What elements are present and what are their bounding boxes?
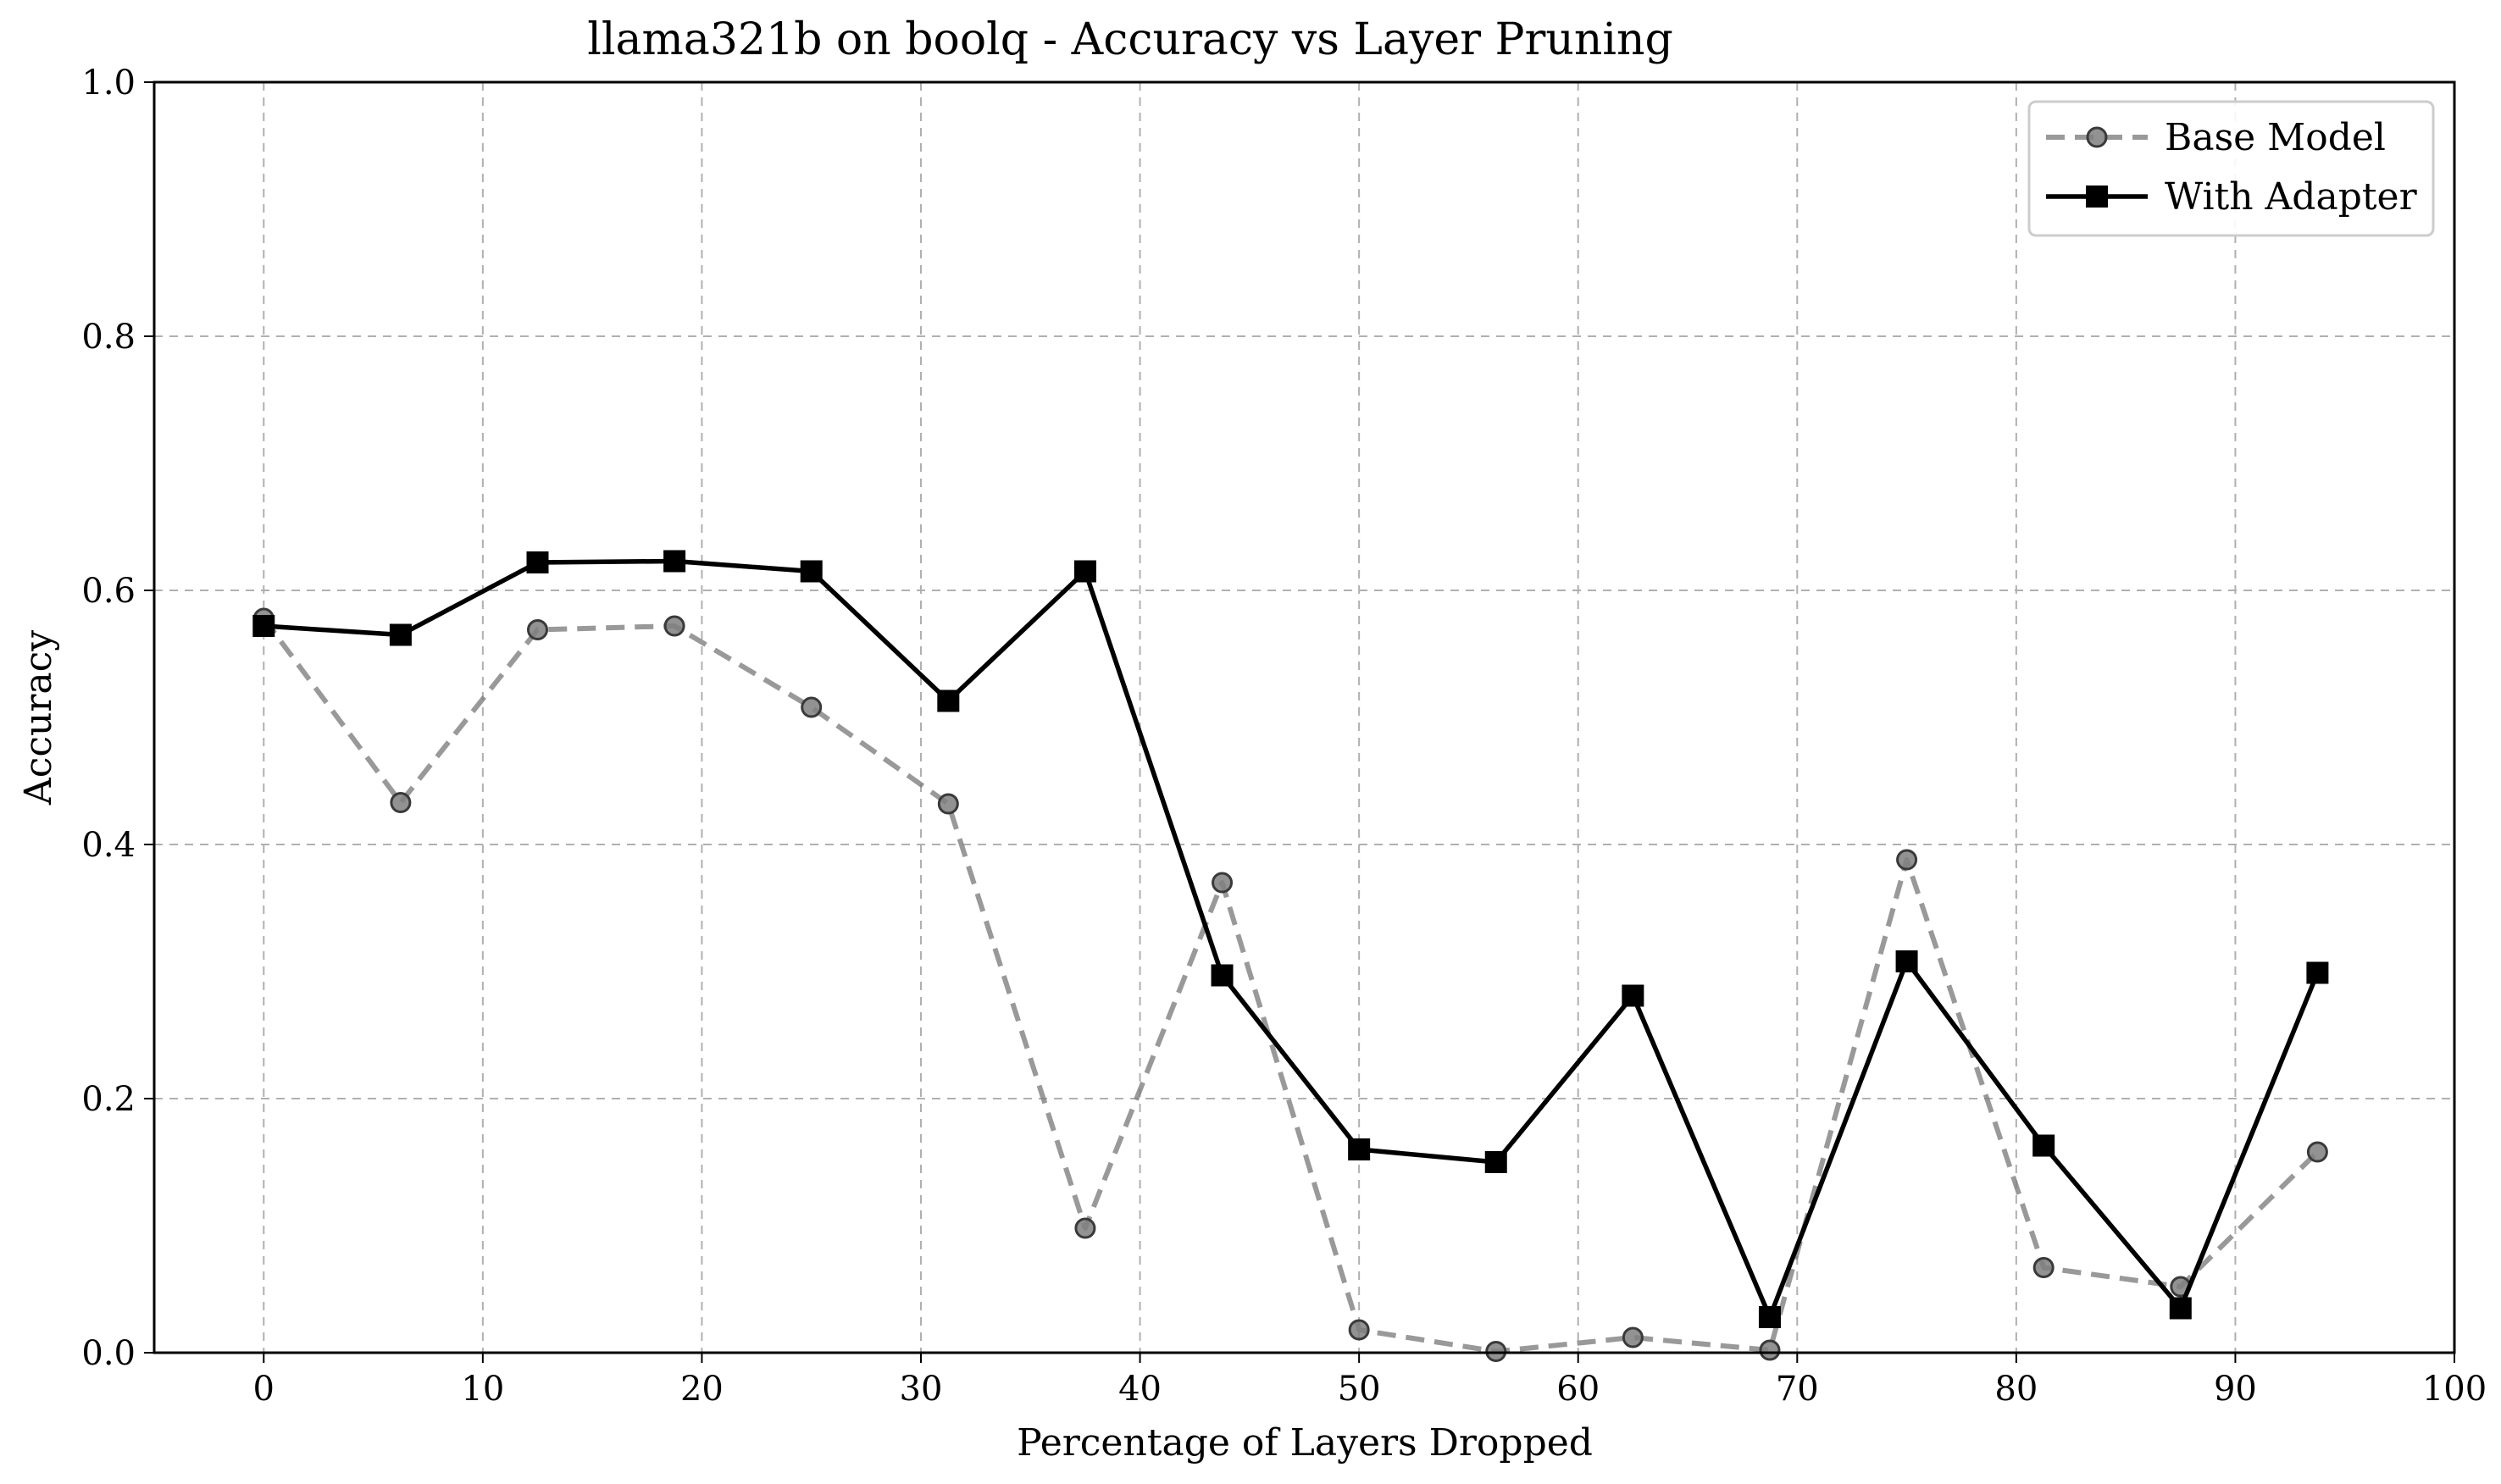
data-point [1484,1151,1507,1173]
chart-title: llama321b on boolq - Accuracy vs Layer P… [587,14,1673,65]
data-point [663,550,686,573]
data-point [252,615,275,637]
x-tick-label: 100 [2422,1370,2487,1409]
legend-marker [2086,126,2108,148]
legend: Base Model With Adapter [2027,100,2435,237]
legend-label: Base Model [2165,116,2386,159]
ticks: 0 10 20 30 40 50 60 70 80 90 100 0.0 0.2 0.4 0.6 0.8 1.0 [81,64,2487,1409]
y-tick-label: 0.8 [81,318,136,357]
data-point [1348,1138,1371,1160]
data-point [800,560,823,583]
series-line [263,558,2320,1320]
y-tick-label: 0.4 [81,826,136,865]
data-point [1896,849,1918,871]
x-tick-label: 20 [680,1370,724,1409]
grid [154,81,2455,1354]
legend-label: With Adapter [2165,175,2418,219]
data-point [390,792,412,813]
y-tick-label: 1.0 [81,64,136,102]
data-point [1758,1306,1781,1328]
series-with-adapter [252,550,2329,1328]
x-axis-label: Percentage of Layers Dropped [1017,1421,1593,1465]
y-axis-label: Accuracy [17,630,60,806]
data-point [937,689,960,712]
data-point [2306,1141,2328,1163]
legend-box [2027,100,2435,237]
y-tick-label: 0.2 [81,1080,136,1119]
data-point [1622,1326,1644,1348]
data-point [1759,1339,1781,1361]
x-tick-label: 30 [900,1370,943,1409]
x-tick-label: 90 [2214,1370,2257,1409]
plot-frame [152,80,2456,1354]
data-point [2306,961,2329,984]
series-layer [252,550,2329,1362]
y-tick-label: 0.0 [81,1334,136,1373]
data-point [526,551,549,573]
data-point [1073,560,1096,583]
legend-marker [2086,186,2108,208]
data-point [663,615,685,637]
data-point [389,623,412,646]
data-point [527,619,548,640]
data-point [1622,984,1644,1007]
x-tick-label: 70 [1776,1370,1819,1409]
data-point [1212,872,1234,894]
x-tick-label: 0 [253,1370,274,1409]
data-point [2032,1134,2055,1157]
data-point [1348,1319,1370,1341]
data-point [2169,1297,2192,1320]
data-point [1074,1217,1096,1239]
x-tick-label: 40 [1118,1370,1162,1409]
data-point [801,696,823,718]
x-tick-label: 50 [1338,1370,1381,1409]
x-tick-label: 80 [1994,1370,2038,1409]
series-line [261,617,2320,1354]
x-tick-label: 60 [1556,1370,1600,1409]
data-point [1211,964,1234,987]
data-point [937,793,959,815]
x-tick-label: 10 [461,1370,504,1409]
y-tick-label: 0.6 [81,572,136,611]
data-point [2032,1257,2055,1278]
data-point [1895,950,1918,972]
